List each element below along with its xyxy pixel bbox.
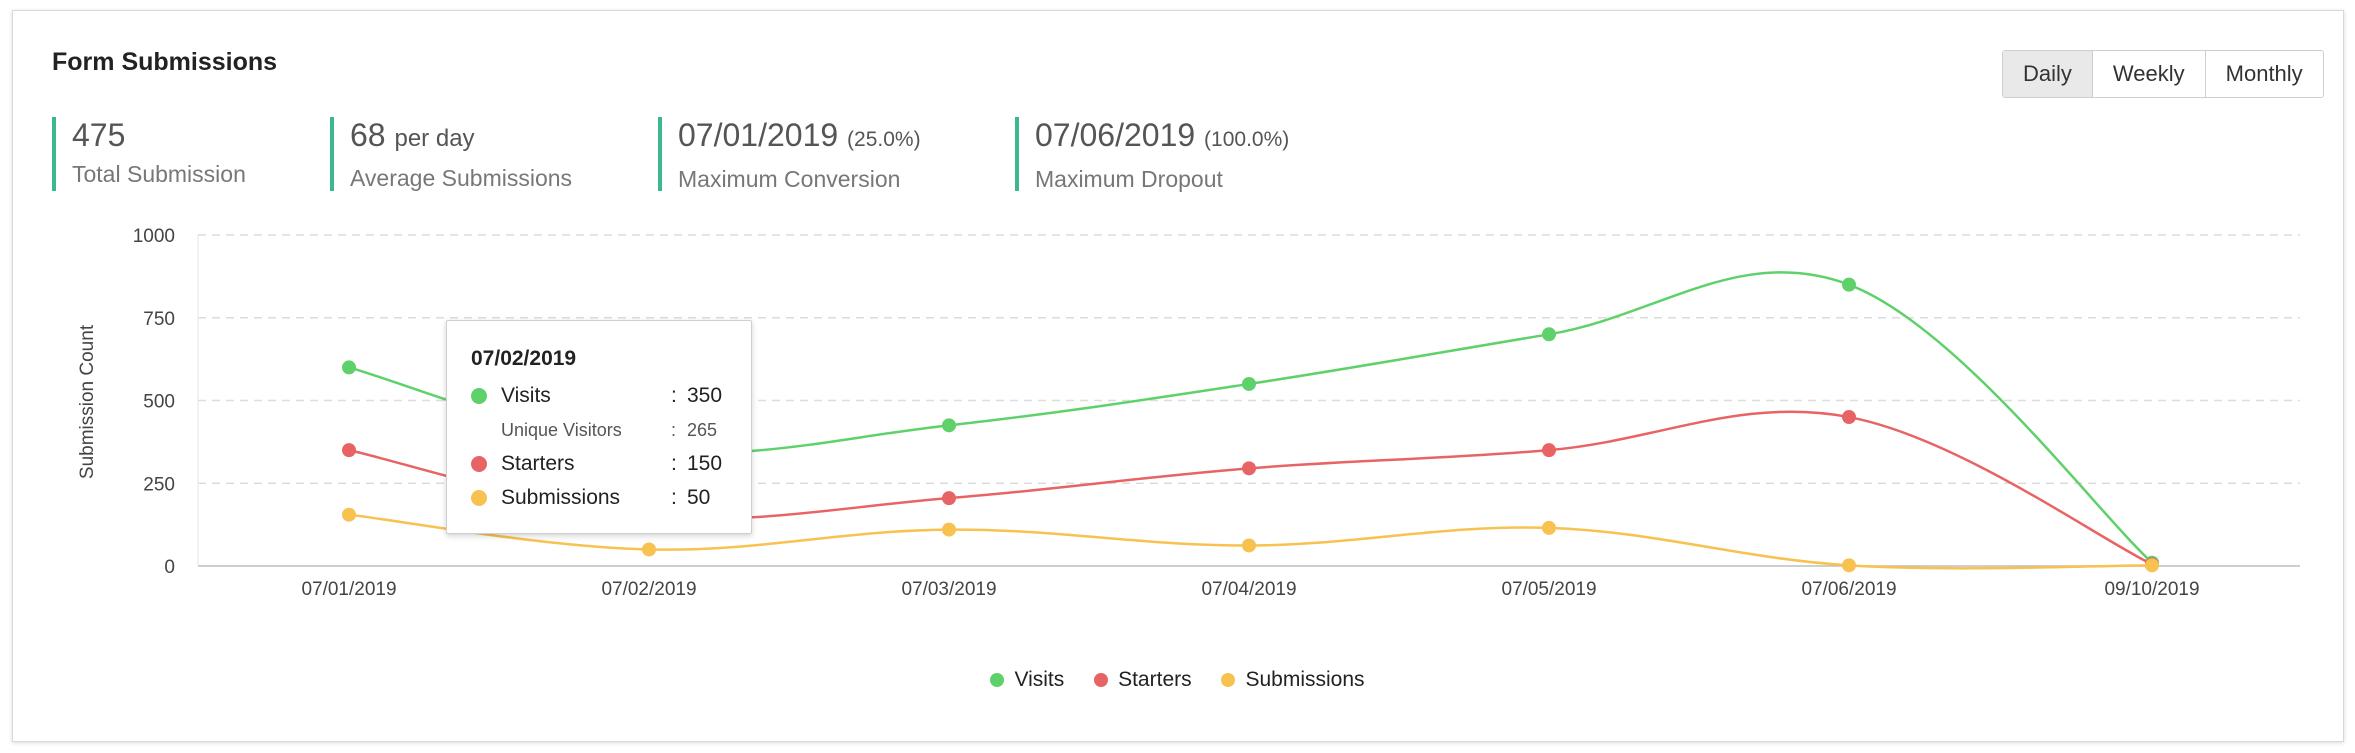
- tooltip-colon: :: [671, 384, 677, 407]
- stat-value: 07/01/2019: [678, 117, 839, 153]
- data-point-submissions[interactable]: [1542, 520, 1556, 535]
- legend-item-visits[interactable]: Visits: [990, 668, 1064, 692]
- data-point-starters[interactable]: [342, 443, 356, 458]
- data-point-submissions[interactable]: [2145, 558, 2159, 573]
- chart-tooltip: 07/02/2019 Visits : 350 Unique Visitors …: [446, 320, 752, 534]
- tooltip-date: 07/02/2019: [471, 347, 577, 370]
- data-point-visits[interactable]: [942, 418, 956, 433]
- stat-average-submissions: 68 per day Average Submissions: [330, 117, 572, 191]
- weekly-button[interactable]: Weekly: [2091, 51, 2205, 97]
- data-point-starters[interactable]: [942, 491, 956, 506]
- tooltip-label: Visits: [501, 384, 551, 407]
- submissions-dot-icon: [471, 490, 487, 506]
- tooltip-row-starters: Starters : 150: [471, 451, 741, 477]
- visits-dot-icon: [471, 388, 487, 404]
- x-tick-label: 07/03/2019: [901, 579, 996, 600]
- data-point-submissions[interactable]: [1242, 538, 1256, 553]
- stat-suffix: per day: [394, 125, 475, 152]
- legend-item-submissions[interactable]: Submissions: [1221, 668, 1365, 692]
- tooltip-colon: :: [671, 452, 677, 475]
- x-tick-label: 07/04/2019: [1201, 579, 1296, 600]
- x-tick-label: 09/10/2019: [2104, 579, 2199, 600]
- x-axis-ticks: 07/01/2019 07/02/2019 07/03/2019 07/04/2019…: [301, 579, 2199, 600]
- tooltip-row-unique-visitors: Unique Visitors : 265: [471, 417, 741, 443]
- daily-button[interactable]: Daily: [2003, 51, 2092, 97]
- legend-label: Submissions: [1245, 668, 1365, 691]
- period-toggle: Daily Weekly Monthly: [2002, 50, 2324, 98]
- starters-legend-dot-icon: [1094, 673, 1109, 687]
- data-point-starters[interactable]: [1242, 461, 1256, 476]
- stat-label: Maximum Conversion: [678, 166, 901, 192]
- x-tick-label: 07/01/2019: [301, 579, 396, 600]
- tooltip-colon: :: [671, 486, 677, 509]
- form-submissions-card: [12, 10, 2344, 742]
- tooltip-value: 50: [687, 486, 711, 509]
- data-point-submissions[interactable]: [642, 542, 656, 557]
- data-point-submissions[interactable]: [1842, 558, 1856, 573]
- tooltip-label: Submissions: [501, 486, 621, 509]
- tooltip-label: Unique Visitors: [501, 420, 622, 440]
- tooltip-value: 350: [687, 384, 723, 407]
- data-point-starters[interactable]: [1542, 443, 1556, 458]
- stat-suffix: (100.0%): [1204, 128, 1290, 151]
- submissions-legend-dot-icon: [1221, 673, 1236, 687]
- data-point-submissions[interactable]: [942, 522, 956, 537]
- data-point-submissions[interactable]: [342, 507, 356, 522]
- y-axis-ticks: 0 250 500 750 1000: [133, 226, 175, 578]
- tooltip-row-visits: Visits : 350: [471, 383, 741, 409]
- y-tick-label: 500: [143, 392, 175, 413]
- y-axis-label: Submission Count: [77, 324, 98, 479]
- legend-label: Starters: [1118, 668, 1192, 691]
- stat-value: 07/06/2019: [1035, 117, 1196, 153]
- monthly-button[interactable]: Monthly: [2204, 51, 2323, 97]
- stat-suffix: (25.0%): [847, 128, 921, 151]
- tooltip-colon: :: [671, 420, 677, 440]
- stat-total-submission: 475 Total Submission: [52, 117, 246, 191]
- stat-value: 68: [350, 117, 386, 153]
- y-tick-label: 250: [143, 474, 175, 495]
- stat-label: Average Submissions: [350, 165, 573, 191]
- y-tick-label: 0: [164, 557, 175, 578]
- x-tick-label: 07/05/2019: [1501, 579, 1596, 600]
- legend-label: Visits: [1014, 668, 1065, 691]
- stat-label: Maximum Dropout: [1035, 166, 1223, 192]
- tooltip-label: Starters: [501, 452, 575, 475]
- legend-item-starters[interactable]: Starters: [1094, 668, 1192, 692]
- x-tick-label: 07/02/2019: [601, 579, 696, 600]
- tooltip-value: 150: [687, 452, 723, 475]
- page-title: Form Submissions: [52, 48, 278, 76]
- visits-legend-dot-icon: [990, 673, 1005, 687]
- chart-legend: Visits Starters Submissions: [0, 668, 2355, 693]
- starters-dot-icon: [471, 456, 487, 472]
- stat-label: Total Submission: [72, 161, 246, 187]
- y-tick-label: 1000: [133, 226, 175, 247]
- data-point-visits[interactable]: [342, 360, 356, 375]
- stat-value: 475: [72, 117, 126, 153]
- stat-maximum-conversion: 07/01/2019 (25.0%) Maximum Conversion: [658, 117, 921, 192]
- data-point-visits[interactable]: [1542, 327, 1556, 342]
- y-tick-label: 750: [143, 309, 175, 330]
- data-point-visits[interactable]: [1842, 277, 1856, 292]
- x-tick-label: 07/06/2019: [1801, 579, 1896, 600]
- data-point-starters[interactable]: [1842, 410, 1856, 425]
- data-point-visits[interactable]: [1242, 376, 1256, 391]
- tooltip-row-submissions: Submissions : 50: [471, 485, 741, 511]
- stat-maximum-dropout: 07/06/2019 (100.0%) Maximum Dropout: [1015, 117, 1290, 192]
- tooltip-value: 265: [687, 420, 718, 440]
